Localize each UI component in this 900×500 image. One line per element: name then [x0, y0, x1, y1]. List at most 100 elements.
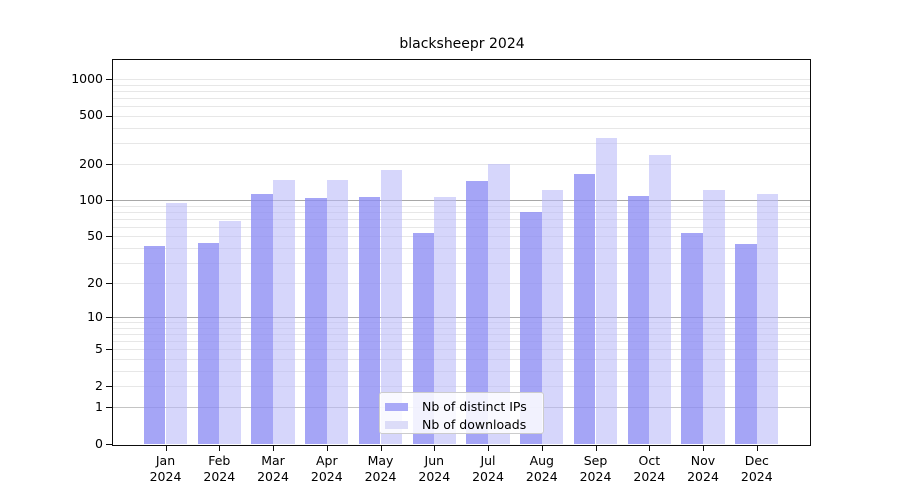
bar-may-downloads — [380, 169, 403, 444]
bar-apr-downloads — [326, 179, 349, 444]
gridline-3 — [113, 370, 810, 372]
bar-sep-downloads — [595, 137, 618, 444]
x-tick-mark-feb — [219, 445, 221, 451]
bar-may-distinct-ips — [358, 197, 381, 444]
x-tick-label-apr: Apr 2024 — [295, 453, 359, 484]
x-tick-year-mar: 2024 — [257, 468, 289, 484]
legend-label-distinct-ips: Nb of distinct IPs — [422, 399, 527, 414]
gridline-20 — [113, 283, 810, 285]
bar-dec-distinct-ips — [735, 244, 757, 444]
x-tick-mark-nov — [703, 445, 704, 451]
x-tick-mark-jul — [488, 445, 489, 451]
bar-jan-distinct-ips — [143, 245, 166, 444]
gridline-700 — [113, 98, 810, 100]
x-tick-mark-jun — [434, 445, 436, 451]
x-tick-label-jun: Jun 2024 — [402, 453, 466, 484]
gridline-70 — [113, 219, 810, 220]
gridline-100 — [113, 200, 810, 202]
x-tick-label-mar: Mar 2024 — [241, 453, 305, 484]
legend: Nb of distinct IPs Nb of downloads — [379, 392, 544, 434]
bar-jul-distinct-ips — [466, 181, 488, 444]
x-tick-mark-aug — [541, 445, 543, 451]
x-tick-mark-may — [380, 445, 382, 451]
bar-mar-distinct-ips — [251, 193, 273, 444]
gridline-6 — [113, 341, 810, 343]
x-tick-label-sep: Sep 2024 — [564, 453, 628, 484]
bar-nov-distinct-ips — [681, 232, 703, 444]
x-tick-mark-jan — [165, 445, 167, 451]
y-tick-mark-1 — [106, 407, 112, 409]
gridline-200 — [113, 164, 810, 165]
x-tick-year-sep: 2024 — [579, 468, 612, 484]
plot-area — [112, 59, 811, 446]
y-tick-label-1000: 1000 — [71, 70, 103, 86]
y-tick-label-0: 0 — [95, 435, 103, 451]
y-tick-mark-1000 — [106, 79, 112, 81]
gridline-10 — [113, 317, 810, 319]
bar-dec-downloads — [756, 194, 779, 444]
y-tick-label-2: 2 — [95, 377, 103, 393]
x-tick-mark-sep — [595, 445, 597, 451]
x-tick-year-jan: 2024 — [149, 468, 182, 484]
gridline-900 — [113, 84, 810, 86]
x-tick-mark-mar — [273, 445, 274, 451]
bar-nov-downloads — [703, 190, 725, 444]
gridline-4 — [113, 359, 810, 360]
x-tick-label-dec: Dec 2024 — [725, 453, 789, 484]
y-tick-mark-0 — [106, 444, 112, 445]
y-tick-label-500: 500 — [79, 107, 103, 123]
bar-jun-downloads — [434, 197, 456, 444]
gridline-600 — [113, 106, 810, 108]
bar-oct-distinct-ips — [627, 196, 650, 444]
y-tick-mark-500 — [106, 115, 112, 117]
y-tick-label-10: 10 — [87, 308, 103, 324]
gridline-30 — [113, 262, 810, 264]
x-tick-label-jul: Jul 2024 — [456, 453, 520, 484]
gridline-5 — [113, 349, 810, 351]
gridline-50 — [113, 236, 810, 238]
gridline-500 — [113, 115, 810, 117]
bar-jul-downloads — [488, 164, 510, 444]
y-tick-label-1: 1 — [95, 398, 103, 414]
y-tick-mark-200 — [106, 164, 112, 165]
y-tick-label-100: 100 — [79, 191, 103, 207]
x-tick-year-nov: 2024 — [687, 468, 719, 484]
x-tick-year-may: 2024 — [364, 468, 397, 484]
x-tick-year-feb: 2024 — [203, 468, 236, 484]
bar-mar-downloads — [273, 179, 295, 444]
legend-swatch-distinct-ips — [385, 402, 408, 411]
gridline-40 — [113, 248, 810, 249]
gridline-9 — [113, 322, 810, 324]
bar-apr-distinct-ips — [305, 198, 327, 444]
y-tick-mark-5 — [106, 349, 112, 351]
x-tick-label-may: May 2024 — [349, 453, 413, 484]
bar-jan-downloads — [165, 203, 188, 444]
gridline-7 — [113, 334, 810, 336]
legend-label-downloads: Nb of downloads — [422, 417, 527, 432]
x-tick-label-jan: Jan 2024 — [134, 453, 198, 484]
y-tick-mark-100 — [106, 200, 112, 202]
y-tick-mark-20 — [106, 283, 112, 285]
legend-row-distinct-ips: Nb of distinct IPs — [385, 399, 543, 414]
x-tick-year-apr: 2024 — [310, 468, 343, 484]
y-tick-label-200: 200 — [79, 155, 103, 171]
x-tick-mark-dec — [756, 445, 758, 451]
legend-swatch-downloads — [385, 420, 408, 429]
gridline-2 — [113, 386, 810, 387]
x-tick-label-nov: Nov 2024 — [671, 453, 735, 484]
x-tick-label-aug: Aug 2024 — [510, 453, 574, 484]
x-tick-mark-oct — [649, 445, 651, 451]
bar-jun-distinct-ips — [412, 232, 435, 444]
bar-feb-distinct-ips — [197, 243, 220, 444]
bar-aug-distinct-ips — [520, 212, 542, 444]
x-tick-year-dec: 2024 — [740, 468, 773, 484]
legend-row-downloads: Nb of downloads — [385, 417, 543, 432]
gridline-400 — [113, 127, 810, 129]
bar-feb-downloads — [219, 220, 241, 444]
bar-oct-downloads — [649, 155, 671, 444]
x-tick-year-oct: 2024 — [633, 468, 666, 484]
gridline-1000 — [113, 79, 810, 81]
y-tick-mark-50 — [106, 236, 112, 238]
x-tick-year-jun: 2024 — [418, 468, 451, 484]
